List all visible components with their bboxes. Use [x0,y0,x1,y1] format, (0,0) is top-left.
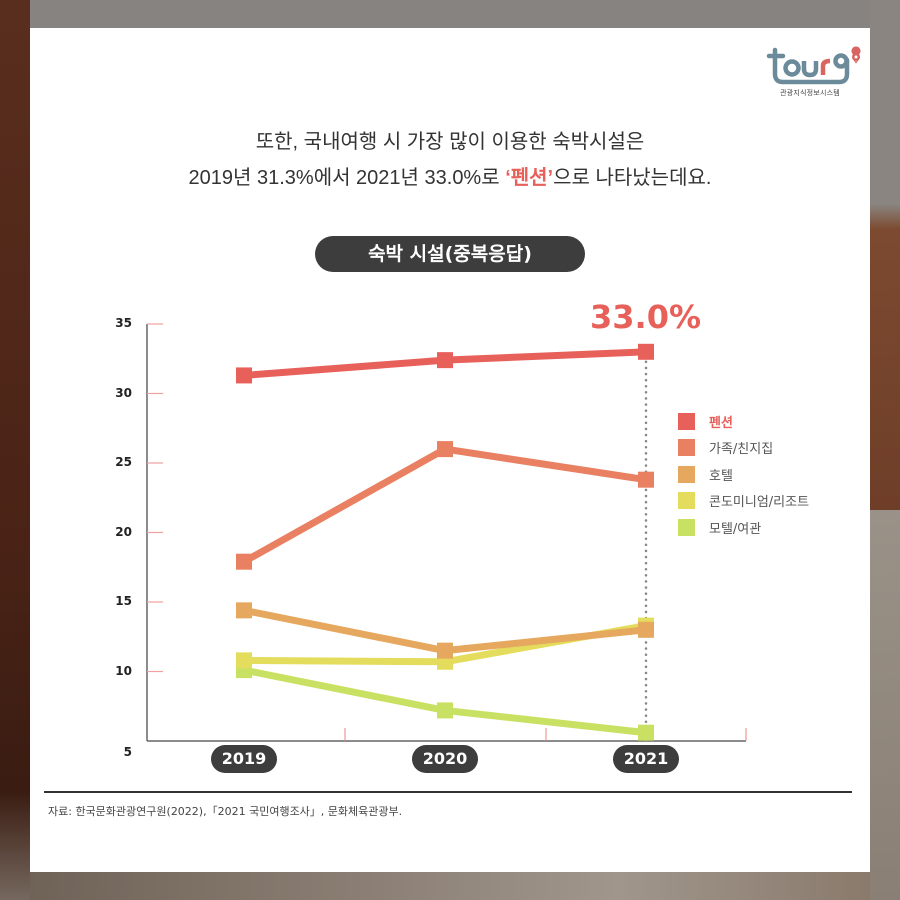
y-tick-label: 15 [115,594,132,608]
legend-swatch [678,492,695,510]
data-point-marker [437,441,453,458]
data-point-marker [437,352,453,369]
legend-swatch [678,412,695,430]
data-point-marker [236,367,252,384]
legend-swatch [678,439,695,457]
data-point-marker [236,652,252,669]
legend-swatch [678,465,695,483]
background-wood-right [870,0,900,510]
background-bed-right [870,510,900,900]
headline-line1: 또한, 국내여행 시 가장 많이 이용한 숙박시설은 [255,131,645,153]
chart-title: 숙박 시설(중복응답) [315,236,585,272]
legend-item: 콘도미니엄/리조트 [678,488,809,515]
tour9-logo: 관광지식정보시스템 [765,46,865,106]
legend-item: 모텔/여관 [678,514,809,541]
background-floor [30,872,870,900]
y-tick-label: 25 [115,455,132,469]
series-모텔/여관 [236,662,654,741]
source-divider [44,791,852,793]
headline-highlight: ‘펜션’ [505,167,554,189]
legend-label: 펜션 [709,415,733,431]
series-가족/친지집 [236,441,654,570]
series-호텔 [236,602,654,659]
x-label-2021: 2021 [613,745,679,773]
series-lines [236,343,654,741]
x-label-2019: 2019 [211,745,277,773]
tour9-logo-icon [766,46,861,85]
legend-label: 호텔 [709,468,733,484]
logo-subtitle: 관광지식정보시스템 [780,89,840,97]
source-note: 자료: 한국문화관광연구원(2022),「2021 국민여행조사」, 문화체육관… [48,805,403,818]
legend-item: 펜션 [678,408,809,435]
data-point-marker [437,702,453,719]
headline-line2: 2019년 31.3%에서 2021년 33.0%로 ‘펜션’으로 나타났는데요… [30,160,870,196]
data-point-marker [638,724,654,741]
headline-line2-prefix: 2019년 31.3%에서 2021년 33.0%로 [188,167,506,189]
infographic-card: 관광지식정보시스템 또한, 국내여행 시 가장 많이 이용한 숙박시설은 201… [30,28,870,872]
y-tick-label: 35 [115,316,132,330]
data-point-marker [638,621,654,638]
y-tick-marks [147,323,163,673]
background-wood-left [0,0,30,900]
line-chart [146,323,747,742]
data-point-marker [236,602,252,619]
headline: 또한, 국내여행 시 가장 많이 이용한 숙박시설은 2019년 31.3%에서… [30,124,870,196]
y-tick-label: 10 [115,663,132,678]
data-point-marker [437,642,453,659]
x-tick-marks [344,728,747,741]
y-tick-label: 30 [115,385,132,400]
data-point-marker [236,553,252,570]
y-tick-label: 5 [123,745,132,759]
legend-label: 콘도미니엄/리조트 [709,495,810,511]
data-point-marker [638,471,654,488]
legend-item: 호텔 [678,461,809,488]
y-tick-label: 20 [115,524,132,539]
series-펜션 [236,343,654,384]
legend-swatch [678,518,695,536]
data-point-marker [638,343,654,360]
headline-line2-suffix: 으로 나타났는데요. [553,167,712,189]
legend-label: 가족/친지집 [709,442,774,458]
x-label-2020: 2020 [412,745,478,773]
legend-item: 가족/친지집 [678,435,809,462]
callout-value: 33.0% [590,298,702,336]
legend-label: 모텔/여관 [709,521,762,537]
